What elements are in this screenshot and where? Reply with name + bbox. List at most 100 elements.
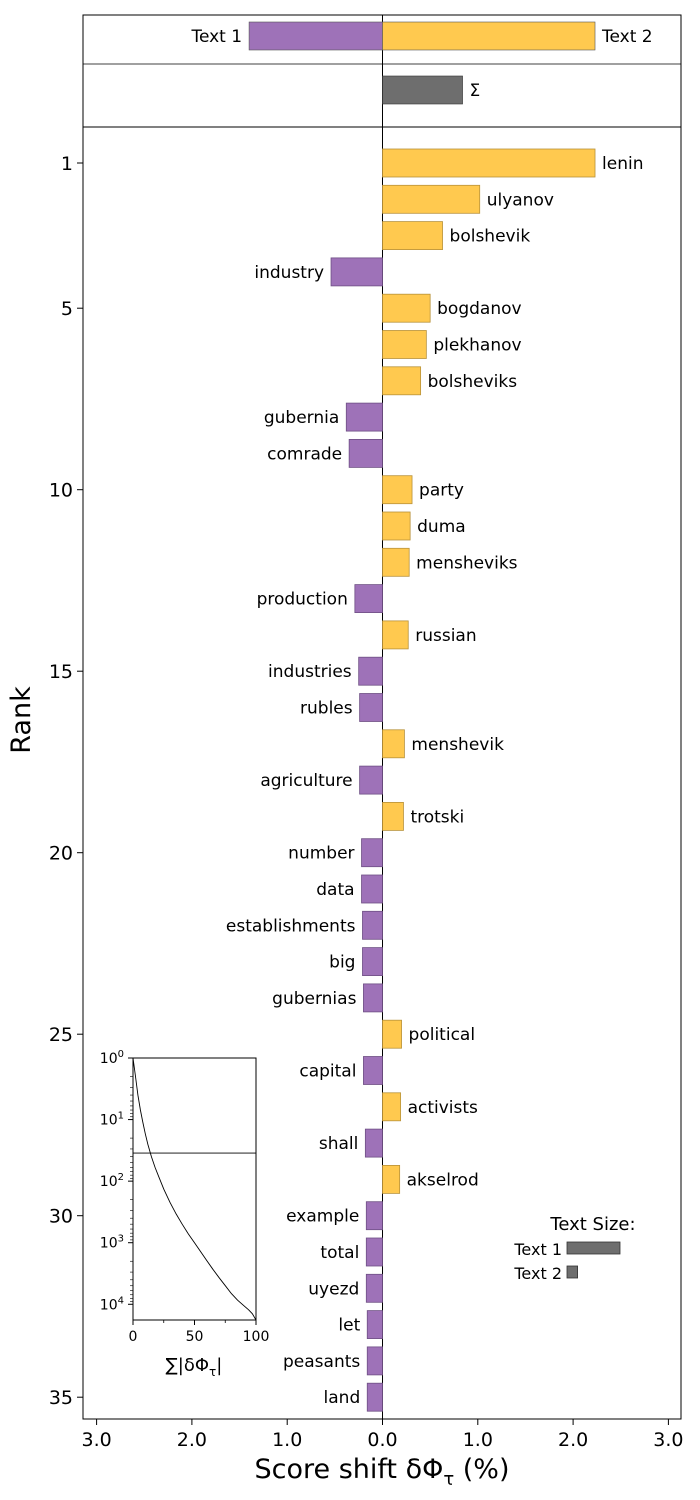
x-tick-label-5: 2.0: [558, 1429, 588, 1451]
y-axis-label: Rank: [6, 686, 37, 754]
word-label-land: land: [324, 1388, 361, 1408]
summary-panel: Text 1 Text 2 Σ: [82, 14, 682, 128]
x-axis-label-subscript: τ: [443, 1469, 454, 1490]
bar-activists: [382, 1092, 402, 1122]
bar-example: [365, 1201, 383, 1231]
bar-russian: [382, 620, 409, 650]
inset-y-tick-label-0: 100: [100, 1049, 124, 1067]
bar-gubernia: [345, 402, 383, 432]
x-tick-label-1: 2.0: [177, 1429, 207, 1451]
word-label-shall: shall: [319, 1134, 359, 1154]
inset-background: [133, 1058, 256, 1320]
text-size-bar-text1: [566, 1241, 621, 1255]
word-label-rubles: rubles: [300, 699, 353, 719]
bar-big: [362, 947, 383, 976]
bar-bolshevik: [382, 221, 443, 251]
bar-political: [382, 1019, 402, 1049]
word-label-lenin: lenin: [602, 154, 643, 174]
word-label-akselrod: akselrod: [407, 1170, 479, 1190]
word-label-industry: industry: [254, 263, 324, 283]
word-label-activists: activists: [408, 1098, 478, 1118]
word-label-menshevik: menshevik: [411, 735, 504, 755]
summary-label-text1: Text 1: [190, 27, 242, 47]
word-label-bolshevik: bolshevik: [450, 227, 531, 247]
inset-cumulative-curve: [132, 1057, 257, 1321]
x-axis-ticks: 3.0 2.0 1.0 0.0 1.0 2.0 3.0: [81, 1419, 684, 1451]
bar-menshevik: [382, 729, 405, 759]
x-axis-label-main: Score shift δΦ: [254, 1454, 443, 1485]
word-label-big: big: [329, 953, 355, 973]
summary-bar-sum: [382, 75, 463, 105]
inset-x-label-main: ∑|δΦ: [166, 1355, 209, 1376]
x-axis-label: Score shift δΦτ (%): [254, 1454, 509, 1490]
bar-rubles: [359, 693, 383, 722]
summary-label-text2: Text 2: [601, 27, 653, 47]
word-label-data: data: [316, 880, 354, 900]
bar-capital: [363, 1056, 383, 1085]
bar-agriculture: [359, 765, 383, 795]
bar-total: [365, 1237, 383, 1267]
word-label-duma: duma: [417, 517, 466, 537]
bar-industry: [330, 257, 383, 287]
inset-y-tick-label-4: 104: [100, 1295, 124, 1313]
bar-uyezd: [365, 1273, 383, 1303]
x-axis-label-suffix: (%): [454, 1454, 509, 1485]
inset-x-label-suffix: |: [216, 1355, 222, 1376]
text-size-legend-label-2: Text 2: [513, 1264, 562, 1283]
main-panel: lenin ulyanov bolshevik industry bogdanov ple…: [6, 126, 684, 1490]
bar-lenin: [382, 148, 596, 178]
word-label-mensheviks: mensheviks: [416, 553, 518, 573]
inset-x-label: ∑|δΦτ|: [166, 1355, 223, 1379]
bar-production: [354, 584, 383, 613]
word-label-bogdanov: bogdanov: [437, 299, 521, 319]
bar-akselrod: [382, 1165, 401, 1194]
word-label-trotski: trotski: [410, 807, 464, 827]
inset-y-tick-label-3: 103: [100, 1234, 124, 1252]
bar-shall: [364, 1128, 383, 1158]
word-label-plekhanov: plekhanov: [433, 336, 521, 356]
y-tick-label-1: 1: [61, 153, 73, 175]
text-size-legend: Text Size: Text 1 Text 2: [513, 1214, 635, 1283]
bar-gubernias: [363, 983, 383, 1013]
word-label-political: political: [409, 1025, 476, 1045]
bar-comrade: [348, 438, 383, 468]
y-tick-label-15: 15: [49, 661, 73, 683]
word-label-capital: capital: [299, 1062, 356, 1082]
y-tick-label-35: 35: [49, 1387, 73, 1409]
bar-number: [361, 838, 383, 868]
word-label-number: number: [288, 844, 354, 864]
bar-plekhanov: [382, 330, 427, 359]
word-bars: [330, 148, 596, 1412]
word-label-agriculture: agriculture: [260, 771, 352, 791]
word-labels: lenin ulyanov bolshevik industry bogdanov ple…: [226, 154, 644, 1408]
summary-label-sum: Σ: [470, 81, 481, 101]
word-label-industries: industries: [268, 662, 352, 682]
word-label-production: production: [257, 590, 348, 610]
bar-trotski: [382, 802, 404, 831]
word-label-total: total: [320, 1243, 359, 1263]
x-tick-label-6: 3.0: [653, 1429, 683, 1451]
word-label-party: party: [419, 481, 464, 501]
bar-mensheviks: [382, 547, 410, 577]
bar-land: [366, 1382, 383, 1412]
bar-industries: [358, 656, 383, 686]
y-tick-label-30: 30: [49, 1206, 73, 1228]
inset-x-tick-label-100: 100: [243, 1329, 270, 1345]
bar-party: [382, 475, 413, 505]
inset-y-tick-label-2: 102: [100, 1172, 124, 1190]
inset-x-tick-label-50: 50: [186, 1329, 204, 1345]
text-size-bar-text2: [566, 1265, 579, 1279]
bar-bolsheviks: [382, 366, 422, 396]
inset-x-tick-label-0: 0: [129, 1329, 138, 1345]
x-tick-label-2: 1.0: [272, 1429, 302, 1451]
bar-peasants: [366, 1346, 383, 1376]
word-label-gubernia: gubernia: [264, 408, 339, 428]
cumulative-inset: 0 50 100 100 101 102 103 104 ∑|δΦτ|: [100, 1049, 270, 1379]
inset-x-label-subscript: τ: [209, 1365, 216, 1379]
x-tick-label-0: 3.0: [81, 1429, 111, 1451]
bar-let: [366, 1310, 383, 1339]
y-tick-label-25: 25: [49, 1024, 73, 1046]
summary-bar-text1: [248, 21, 383, 51]
